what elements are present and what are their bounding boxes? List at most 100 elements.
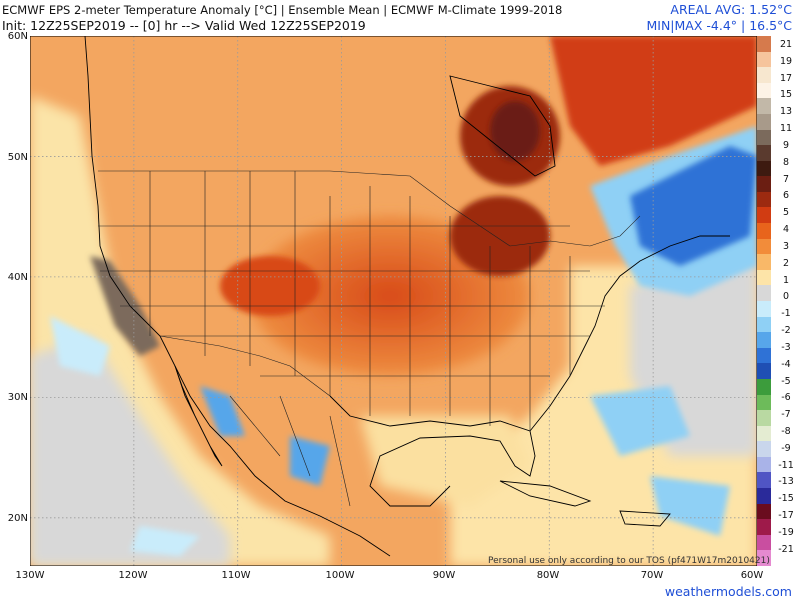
gulf-coast [329,395,536,507]
lat-tick-20n: 20N [7,513,28,524]
legend-swatch [757,207,771,224]
legend-swatch [757,441,771,458]
legend-label: 4 [782,224,790,236]
great-lakes-hot-core [450,196,550,276]
lon-tick-70w: 70W [640,570,664,581]
legend-label: -5 [781,375,791,387]
lat-tick-60n: 60N [7,31,28,42]
legend-swatch [757,456,771,473]
legend-swatch [757,223,771,240]
legend-swatch [757,129,771,146]
legend-swatch [757,378,771,396]
header-right: AREAL AVG: 1.52°C MIN|MAX -4.4° | 16.5°C [646,2,792,34]
legend-label: 21 [779,39,793,50]
legend-swatch [757,301,771,318]
legend-swatch [757,238,771,255]
legend-swatch [757,363,771,380]
legend-label: 13 [779,106,793,118]
pacific-gray-field [30,336,230,566]
legend-swatch [757,98,771,115]
pacific-cool-patches [50,316,200,556]
legend-swatch [757,36,771,53]
legend-swatch [757,519,771,536]
legend-label: 17 [779,72,793,84]
lon-tick-60w: 60W [740,570,764,581]
legend-swatch [757,113,771,131]
lon-tick-110w: 110W [221,570,251,581]
coastlines [84,36,730,557]
legend-swatch [757,347,771,364]
min-max: MIN|MAX -4.4° | 16.5°C [646,18,792,33]
lat-tick-30n: 30N [7,392,28,403]
legend-label: -2 [781,325,791,337]
legend-swatch [757,488,771,505]
gridlines [30,36,757,566]
legend-label: -9 [781,442,791,454]
legend-label: -7 [781,409,791,421]
legend-swatch [757,425,771,442]
cuba [499,480,592,507]
legend-label: -21 [778,543,794,555]
legend-label: -1 [781,308,791,320]
lat-tick-40n: 40N [7,272,28,283]
hudson-darkest-core [490,101,540,161]
legend-label: 9 [782,139,790,151]
rockies-warm-spot [220,256,320,316]
legend-swatch [757,550,771,567]
legend-swatch [757,332,771,349]
legend-swatch [757,316,771,333]
temperature-anomaly-map [30,36,757,566]
color-legend: 21 19 17 15 13 11 9 8 7 6 5 4 3 2 1 0 -1 -2 -3 -4 -5 -6 -7 -8 -9… [757,36,800,567]
tos-note: Personal use only according to our TOS (… [488,556,770,566]
lon-tick-120w: 120W [118,570,148,581]
lon-tick-90w: 90W [432,570,456,581]
legend-label: 6 [782,190,790,202]
site-credit[interactable]: weathermodels.com [664,584,792,599]
legend-swatch [757,269,771,286]
legend-swatch [757,160,771,177]
map-title: ECMWF EPS 2-meter Temperature Anomaly [°… [2,3,563,17]
lat-tick-50n: 50N [7,152,28,163]
lon-tick-80w: 80W [536,570,560,581]
header-left: ECMWF EPS 2-meter Temperature Anomaly [°… [2,2,562,34]
legend-swatch [757,503,771,520]
political-borders [98,170,641,507]
hudson-bay [449,75,556,177]
us-canada-border [98,170,641,247]
areal-average: AREAL AVG: 1.52°C [670,2,792,17]
baja-peninsula [174,365,223,467]
mexico-state-borders [229,395,351,507]
legend-swatch [757,67,771,84]
legend-swatch [757,145,771,162]
atlantic-cool-patches [590,386,730,536]
legend-swatch [757,191,771,208]
legend-label: 5 [782,207,790,219]
legend-label: 15 [779,89,793,101]
legend-label: 1 [782,274,790,286]
legend-label: -3 [781,341,791,353]
legend-label: 7 [782,173,790,185]
legend-swatch [757,472,771,489]
legend-swatch [757,394,771,411]
legend-swatch [757,534,771,551]
legend-label: 2 [782,257,790,269]
legend-label: 11 [779,123,793,135]
legend-swatch [757,82,771,99]
legend-label: -11 [778,459,794,471]
legend-label: 0 [782,291,790,303]
hispaniola [619,510,671,527]
lon-tick-100w: 100W [325,570,355,581]
legend-label: 8 [782,156,790,168]
init-valid-time: Init: 12Z25SEP2019 -- [0] hr --> Valid W… [2,18,366,33]
atlantic-coast [529,235,730,432]
legend-label: -4 [781,358,791,370]
state-borders [98,171,605,431]
legend-label: -19 [778,526,794,538]
legend-swatch [757,410,771,427]
legend-label: 3 [782,240,790,252]
legend-label: -13 [778,476,794,488]
legend-label: -15 [778,493,794,505]
legend-swatch [757,176,771,193]
lon-tick-130w: 130W [15,570,45,581]
legend-label: -17 [778,510,794,522]
